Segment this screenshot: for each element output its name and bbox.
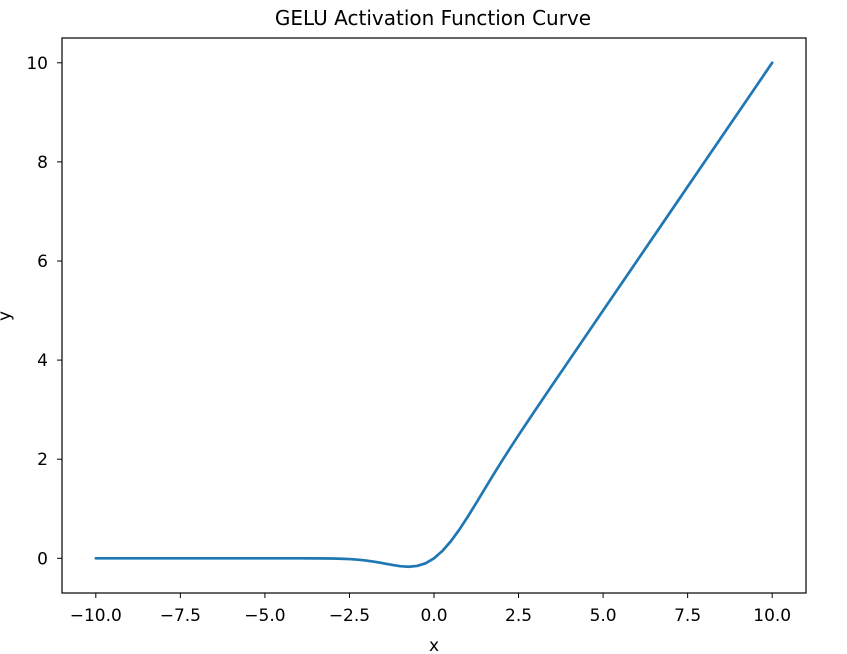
y-tick-label: 10 <box>26 54 48 74</box>
x-axis-ticks: −10.0 −7.5 −5.0 −2.5 0.0 2.5 5.0 7.5 10.0 <box>70 593 791 626</box>
chart-title: GELU Activation Function Curve <box>275 6 591 30</box>
x-tick-label: −7.5 <box>160 606 201 626</box>
y-tick-label: 8 <box>37 153 48 173</box>
x-tick-label: −5.0 <box>244 606 285 626</box>
y-tick-label: 2 <box>37 450 48 470</box>
x-tick-label: 2.5 <box>505 606 532 626</box>
y-axis-ticks: 0 2 4 6 8 10 <box>26 54 62 569</box>
x-tick-label: 5.0 <box>590 606 617 626</box>
plot-area-frame <box>61 37 807 594</box>
x-tick-label: 0.0 <box>420 606 447 626</box>
x-tick-label: 10.0 <box>753 606 791 626</box>
x-axis-label: x <box>429 636 439 654</box>
y-tick-label: 4 <box>37 351 48 371</box>
y-tick-label: 0 <box>37 549 48 569</box>
gelu-series-line <box>94 61 774 569</box>
x-tick-label: −2.5 <box>329 606 370 626</box>
x-tick-label: 7.5 <box>674 606 701 626</box>
x-tick-label: −10.0 <box>70 606 122 626</box>
y-tick-label: 6 <box>37 252 48 272</box>
y-axis-label: y <box>0 311 15 321</box>
